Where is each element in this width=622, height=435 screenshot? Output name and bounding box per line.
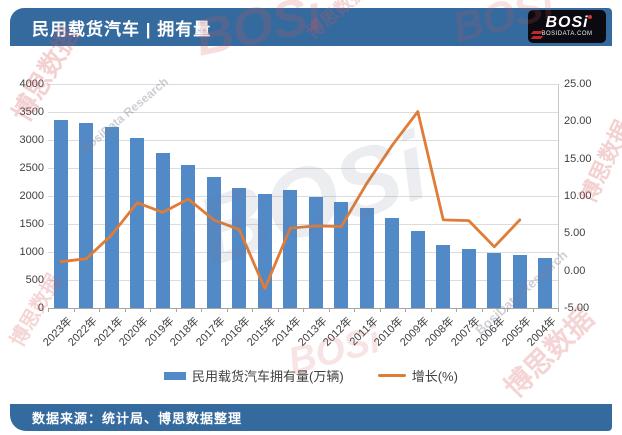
bar-2008年 bbox=[436, 244, 451, 308]
x-axis-tick-mark bbox=[48, 308, 49, 312]
x-axis-tick-mark bbox=[150, 308, 151, 312]
bar-2007年 bbox=[461, 249, 476, 308]
bar-2005年 bbox=[512, 254, 527, 308]
x-axis-tick-mark bbox=[354, 308, 355, 312]
y-axis-left-tick-label: 1000 bbox=[19, 246, 44, 258]
logo-stripe-icon bbox=[530, 36, 544, 39]
logo-domain: BOSIDATA.COM bbox=[541, 31, 593, 37]
x-axis-tick-mark bbox=[277, 308, 279, 312]
header-banner: 民用载货汽车 | 拥有量 BOSi BOSIDATA.COM bbox=[10, 8, 612, 46]
bar-2016年 bbox=[232, 188, 247, 308]
x-axis-tick-mark bbox=[328, 308, 330, 312]
x-axis-tick-mark bbox=[303, 308, 304, 312]
bar-2022年 bbox=[79, 123, 94, 308]
logo-red-dot-icon bbox=[587, 15, 592, 19]
x-axis-tick-mark bbox=[226, 308, 228, 312]
growth-line bbox=[59, 110, 522, 291]
bar-2010年 bbox=[385, 218, 400, 308]
bar-2013年 bbox=[308, 196, 323, 308]
y-axis-left-tick-label: 3500 bbox=[19, 106, 44, 118]
y-axis-left-tick-label: 500 bbox=[25, 274, 44, 286]
y-axis-left-tick-label: 0 bbox=[37, 302, 44, 314]
legend-line-swatch-icon bbox=[377, 374, 406, 377]
legend: 民用载货汽车拥有量(万辆) 增长(%) bbox=[0, 366, 622, 385]
y-axis-right-tick-label: 5.00 bbox=[564, 227, 586, 240]
y-axis-right-tick-label: 10.00 bbox=[564, 190, 592, 202]
legend-bar-swatch-icon bbox=[164, 371, 187, 380]
logo-wordmark: BOSi bbox=[545, 15, 592, 31]
y-axis-left-tick-label: 1500 bbox=[19, 218, 44, 230]
y-axis-left-tick-label: 2500 bbox=[19, 162, 44, 174]
x-axis-tick-mark bbox=[379, 308, 381, 312]
x-axis-tick-mark bbox=[456, 308, 457, 312]
bar-2017年 bbox=[206, 176, 221, 308]
x-axis-tick-mark bbox=[252, 308, 253, 312]
legend-bar-label: 民用载货汽车拥有量(万辆) bbox=[192, 369, 344, 384]
footer-banner: 数据来源：统计局、博思数据整理 bbox=[10, 404, 612, 431]
x-axis-tick-mark bbox=[405, 308, 406, 312]
page-title: 民用载货汽车 | 拥有量 bbox=[32, 19, 212, 39]
bar-2021年 bbox=[104, 127, 119, 308]
y-axis-right-tick-label: 20.00 bbox=[564, 115, 592, 128]
x-axis-tick-mark bbox=[507, 308, 508, 312]
x-axis-tick-mark bbox=[201, 308, 202, 312]
y-axis-right-tick-label: 15.00 bbox=[564, 152, 592, 165]
x-axis-tick-mark bbox=[481, 308, 483, 312]
x-axis-tick-mark bbox=[175, 308, 177, 312]
bosi-logo: BOSi BOSIDATA.COM bbox=[528, 10, 606, 43]
bar-2011年 bbox=[359, 207, 374, 308]
bar-2006年 bbox=[487, 252, 502, 308]
bar-2019年 bbox=[155, 153, 170, 308]
x-axis-tick-mark bbox=[124, 308, 126, 312]
y-axis-left-tick-label: 3000 bbox=[19, 134, 44, 146]
y-axis-left-tick-label: 2000 bbox=[19, 190, 44, 202]
bar-2020年 bbox=[130, 137, 145, 308]
y-axis-right-tick-label: 25.00 bbox=[564, 78, 592, 90]
bar-2004年 bbox=[538, 258, 553, 308]
bar-2014年 bbox=[283, 189, 298, 308]
y-axis-right-tick-label: 0.00 bbox=[564, 264, 586, 277]
y-axis-right-tick-label: -5.00 bbox=[564, 302, 590, 314]
x-axis-tick-mark bbox=[532, 308, 534, 312]
legend-line-label: 增长(%) bbox=[411, 369, 458, 384]
legend-item-bars: 民用载货汽车拥有量(万辆) bbox=[164, 366, 344, 385]
y-axis-left-tick-label: 4000 bbox=[19, 78, 44, 90]
bar-2012年 bbox=[334, 202, 349, 308]
x-axis-tick-mark bbox=[430, 308, 432, 312]
data-source-note: 数据来源：统计局、博思数据整理 bbox=[32, 411, 243, 426]
legend-item-line: 增长(%) bbox=[377, 366, 458, 385]
x-axis-tick-mark bbox=[73, 308, 75, 312]
x-axis-tick-mark bbox=[558, 308, 559, 312]
growth-line-layer bbox=[59, 110, 522, 291]
bar-2009年 bbox=[410, 231, 425, 308]
x-axis-tick-mark bbox=[99, 308, 100, 312]
